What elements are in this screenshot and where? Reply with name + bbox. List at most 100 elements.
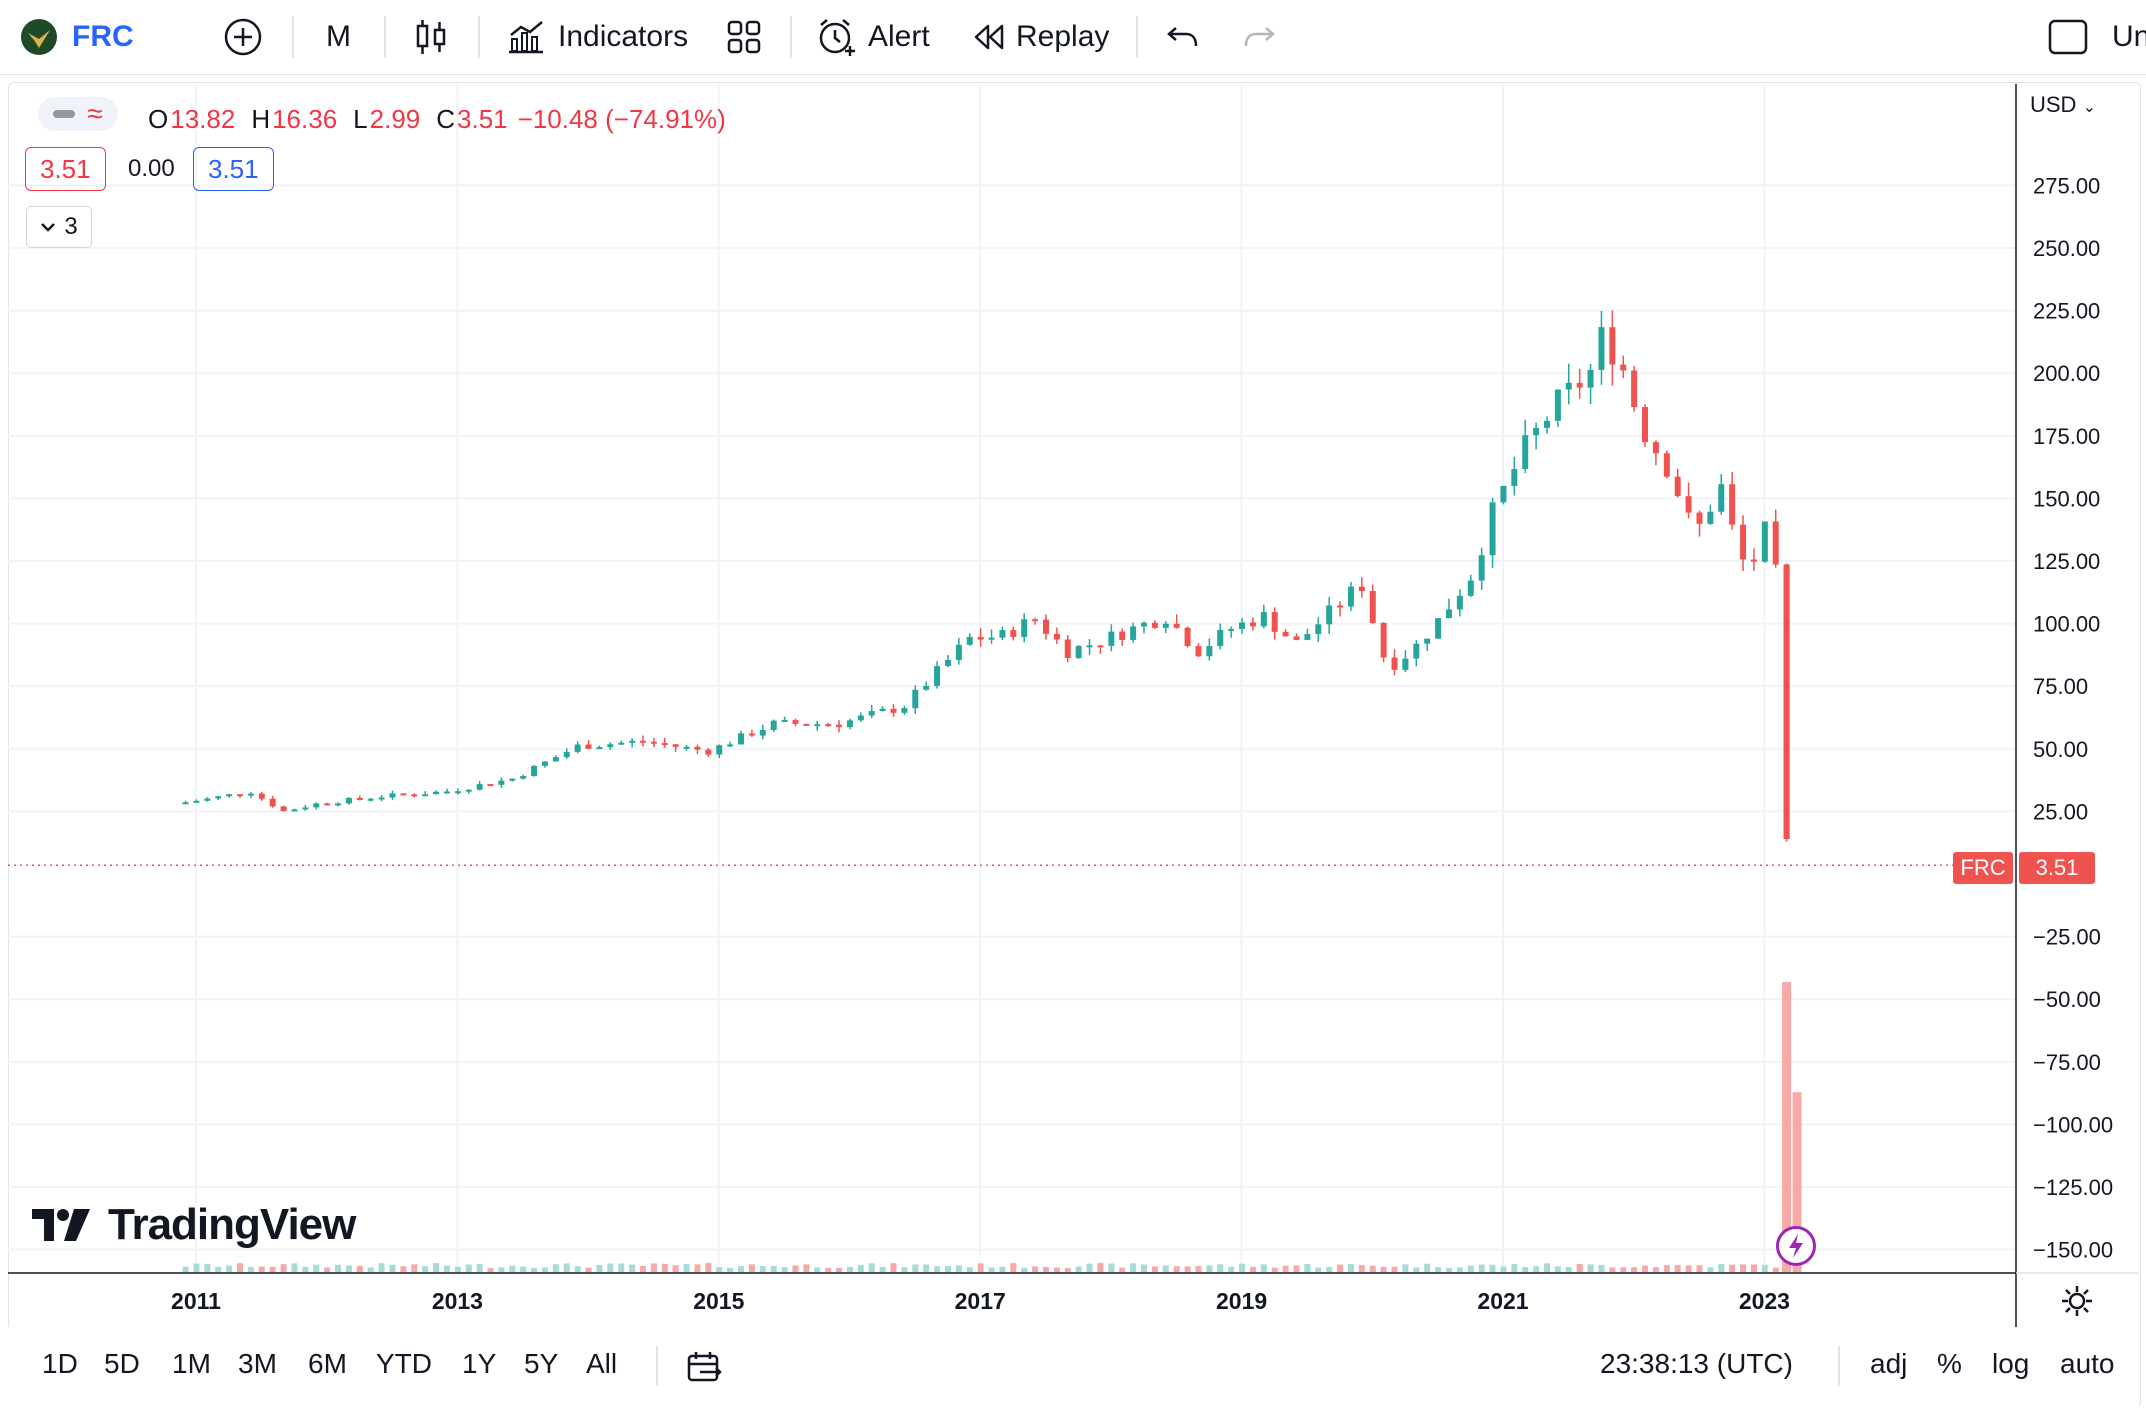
range-tab-5d[interactable]: 5D <box>104 1348 140 1379</box>
candle-body <box>313 803 320 808</box>
candle-body <box>1260 611 1267 627</box>
range-tab-1y[interactable]: 1Y <box>462 1348 497 1379</box>
volume-bar <box>552 1264 559 1272</box>
candle-body <box>1456 595 1463 610</box>
tradingview-logo[interactable]: TradingView <box>30 1200 356 1250</box>
interval-button[interactable]: M <box>326 0 351 74</box>
candle-body <box>324 803 331 806</box>
compare-symbol-button[interactable] <box>222 0 264 74</box>
layout-button[interactable]: Un <box>2048 0 2146 74</box>
volume-bar <box>1685 1265 1692 1272</box>
auto-toggle[interactable]: auto <box>2060 1348 2115 1379</box>
alert-button[interactable]: Alert <box>816 0 930 74</box>
last-price-value: 3.51 <box>2019 852 2095 884</box>
watermark-text: TradingView <box>108 1200 356 1249</box>
top-toolbar: FRC M Indicators <box>0 0 2146 75</box>
currency-selector[interactable]: USD ⌄ <box>2030 92 2096 118</box>
currency-label: USD <box>2030 92 2077 117</box>
range-tab-3m[interactable]: 3M <box>238 1348 277 1379</box>
candle-body <box>498 780 505 785</box>
toolbar-divider <box>1136 16 1138 58</box>
minus-bar-icon <box>53 110 76 118</box>
candle-body <box>1609 327 1616 365</box>
candle-body <box>639 740 646 743</box>
templates-button[interactable] <box>726 0 762 74</box>
adj-toggle[interactable]: adj <box>1870 1348 1908 1379</box>
volume-bar <box>1631 1267 1638 1272</box>
candle-body <box>1652 442 1659 454</box>
redo-button[interactable] <box>1242 0 1276 74</box>
time-tick-label: 2011 <box>171 1288 221 1314</box>
volume-bar <box>1544 1263 1551 1272</box>
candle-body <box>934 666 941 686</box>
buy-price-button[interactable]: 3.51 <box>193 147 274 191</box>
volume-bar <box>629 1264 636 1272</box>
candle-body <box>890 708 897 713</box>
range-tab-all[interactable]: All <box>586 1348 618 1379</box>
log-toggle[interactable]: log <box>1992 1348 2030 1379</box>
volume-bar <box>411 1264 418 1272</box>
candle-body <box>1086 645 1093 648</box>
sell-price-button[interactable]: 3.51 <box>25 147 106 191</box>
volume-bar <box>977 1263 984 1272</box>
candle-body <box>1293 636 1300 640</box>
volume-bar <box>1587 1264 1594 1272</box>
volume-bar <box>836 1267 843 1272</box>
range-tab-ytd[interactable]: YTD <box>376 1348 432 1379</box>
indicators-collapse-button[interactable]: 3 <box>26 206 92 248</box>
range-tab-1d[interactable]: 1D <box>42 1348 78 1379</box>
volume-bar <box>1119 1267 1126 1272</box>
plus-circle-icon <box>224 18 262 56</box>
volume-bar <box>639 1265 646 1272</box>
volume-bar <box>258 1266 265 1272</box>
ohlc-legend: O 13.82 H 16.36 L 2.99 C 3.51 −10.48 (−7… <box>148 102 742 136</box>
event-marker[interactable] <box>1776 1226 1816 1266</box>
price-scale[interactable]: 275.00 250.00 225.00 200.00 175.00 150.00 125.… <box>2033 173 2113 1262</box>
candle-body <box>923 685 930 690</box>
range-tab-6m[interactable]: 6M <box>308 1348 347 1379</box>
candle-body <box>988 637 995 640</box>
symbol-search-button[interactable]: FRC <box>20 0 134 74</box>
volume-bar <box>803 1264 810 1272</box>
last-price-tag: FRC 3.51 <box>1953 852 2095 884</box>
volume-bar <box>585 1267 592 1272</box>
candle-body <box>727 744 734 747</box>
candles-icon <box>416 20 446 54</box>
candle-body <box>1750 559 1757 562</box>
goto-date-button[interactable] <box>686 1350 724 1391</box>
candle-body <box>1337 605 1344 608</box>
time-scale[interactable]: 2011 2013 2015 2017 2019 2021 2023 <box>171 1288 1790 1314</box>
candle-body <box>618 742 625 745</box>
volume-bar <box>1576 1263 1583 1272</box>
price-tick-label: −150.00 <box>2033 1238 2113 1263</box>
candle-body <box>1522 435 1529 470</box>
volume-bar <box>1533 1266 1540 1272</box>
volume-bar <box>335 1264 342 1272</box>
volume-bar <box>454 1266 461 1272</box>
volume-bar <box>1609 1267 1616 1272</box>
candle-body <box>836 724 843 728</box>
range-tab-5y[interactable]: 5Y <box>524 1348 559 1379</box>
replay-button[interactable]: Replay <box>972 0 1109 74</box>
candle-body <box>258 793 265 799</box>
candlesticks <box>182 310 1790 842</box>
candle-body <box>302 807 309 810</box>
candle-body <box>792 720 799 724</box>
undo-button[interactable] <box>1166 0 1200 74</box>
chart-settings-button[interactable] <box>2060 1284 2094 1323</box>
range-tab-1m[interactable]: 1M <box>172 1348 211 1379</box>
candle-body <box>868 711 875 716</box>
volume-bar <box>650 1263 657 1272</box>
candle-body <box>1042 619 1049 634</box>
indicators-button[interactable]: Indicators <box>506 0 688 74</box>
volume-bar <box>563 1263 570 1272</box>
candle-body <box>825 724 832 727</box>
price-tick-label: −100.00 <box>2033 1112 2113 1137</box>
clock-readout[interactable]: 23:38:13 (UTC) <box>1600 1348 1793 1379</box>
volume-bar <box>1435 1267 1442 1272</box>
legend-toggle[interactable]: ≈ <box>38 97 118 131</box>
chart-type-button[interactable] <box>414 0 448 74</box>
candle-body <box>1663 453 1670 477</box>
percent-toggle[interactable]: % <box>1937 1348 1962 1379</box>
